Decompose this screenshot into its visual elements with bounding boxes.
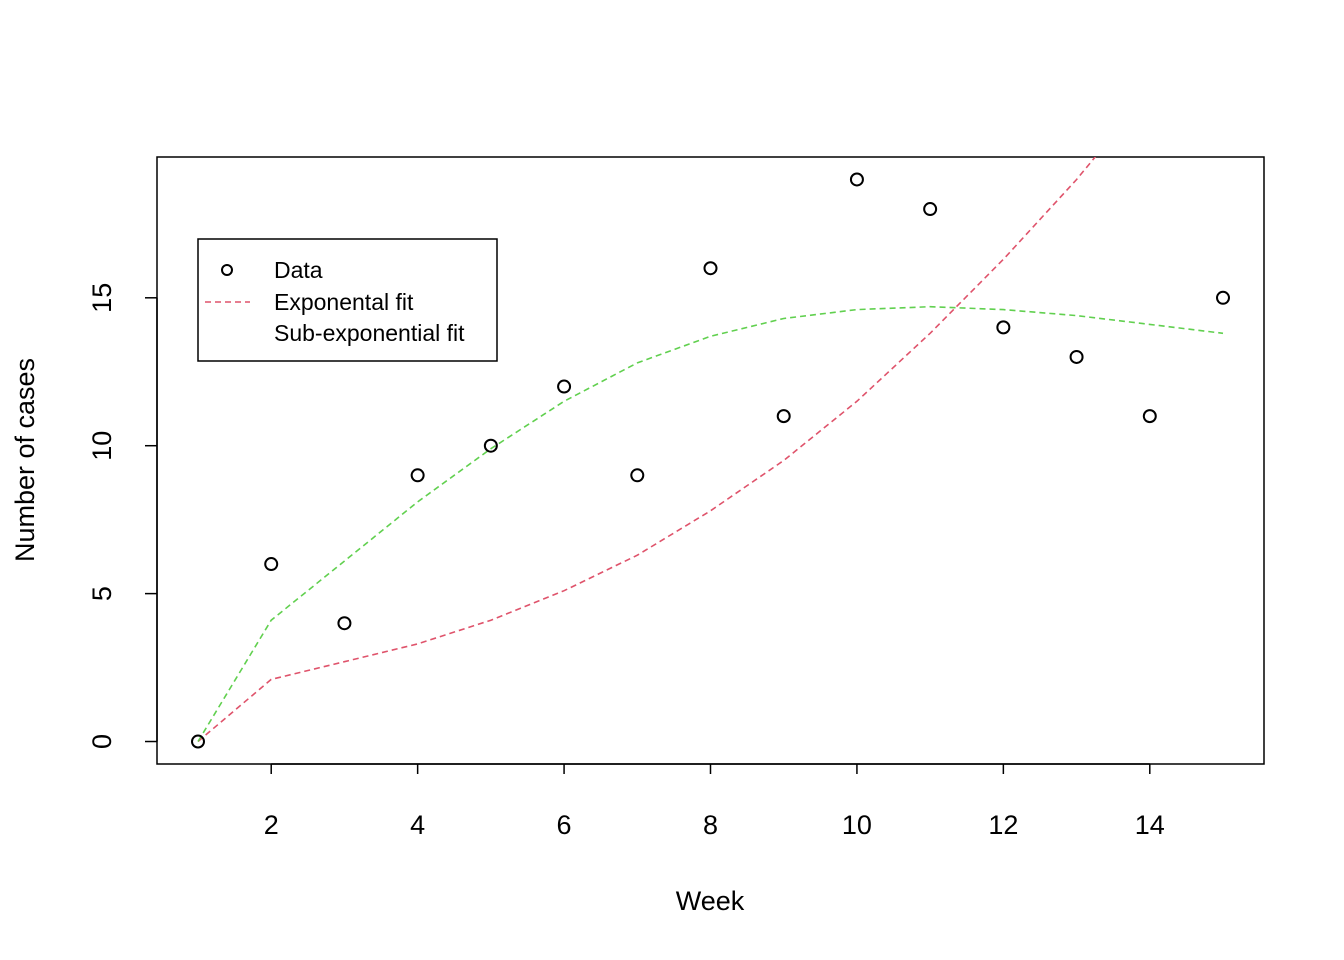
y-axis: 0 5 10 15 xyxy=(87,283,158,749)
legend-box xyxy=(197,238,498,362)
legend-label: Sub-exponential fit xyxy=(274,320,465,346)
x-tick-label: 2 xyxy=(264,810,279,840)
series-line-sub-exponential-fit xyxy=(197,305,1224,742)
x-axis-label: Week xyxy=(676,886,745,916)
data-point xyxy=(191,734,205,749)
y-tick-label: 15 xyxy=(87,283,117,313)
legend-symbol-points xyxy=(221,264,233,276)
data-point xyxy=(630,468,645,483)
data-point xyxy=(776,409,791,424)
legend-label: Exponental fit xyxy=(274,289,414,315)
data-point xyxy=(703,261,718,276)
y-tick-label: 10 xyxy=(87,431,117,461)
data-point xyxy=(1069,349,1084,364)
x-tick-label: 6 xyxy=(557,810,572,840)
legend-label: Data xyxy=(274,257,323,283)
y-tick-label: 0 xyxy=(87,734,117,749)
y-tick-label: 5 xyxy=(87,586,117,601)
data-point xyxy=(264,557,279,572)
x-tick-label: 14 xyxy=(1135,810,1165,840)
x-tick-label: 4 xyxy=(410,810,425,840)
x-tick-label: 10 xyxy=(842,810,872,840)
y-axis-label: Number of cases xyxy=(10,358,40,562)
data-point xyxy=(557,379,572,394)
x-tick-label: 8 xyxy=(703,810,718,840)
data-point xyxy=(849,172,864,187)
data-point xyxy=(1142,409,1157,424)
series-line-exponental-fit xyxy=(197,157,1097,743)
x-axis: 2 4 6 8 10 12 14 xyxy=(264,763,1165,840)
series-layer xyxy=(191,157,1230,749)
data-point xyxy=(483,438,498,453)
legend: Data Exponental fit Sub-exponential fit xyxy=(197,238,498,362)
data-point xyxy=(996,320,1011,335)
x-tick-label: 12 xyxy=(988,810,1018,840)
data-point xyxy=(410,468,425,483)
data-point xyxy=(923,202,938,217)
data-point xyxy=(1216,290,1230,305)
data-point xyxy=(337,616,352,631)
